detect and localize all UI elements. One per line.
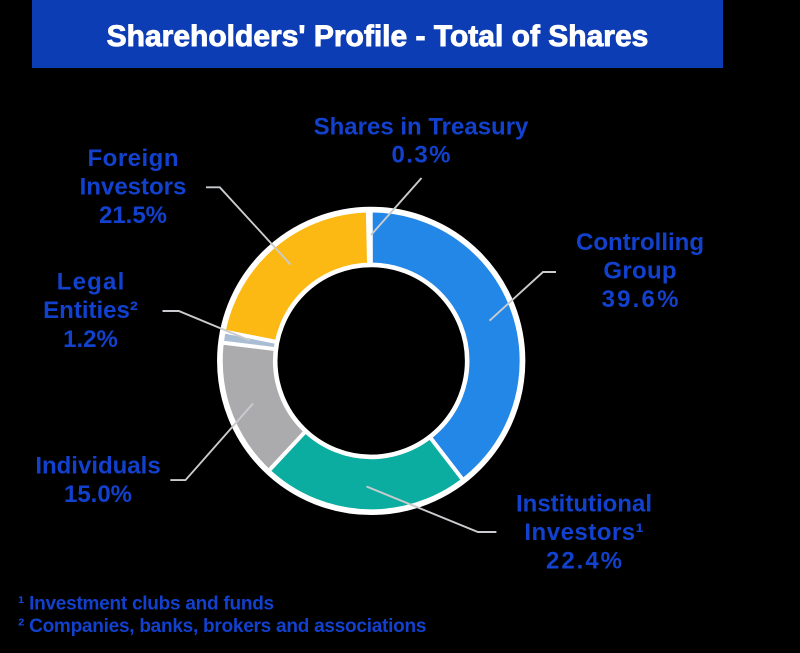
svg-text:Shares in Treasury: Shares in Treasury	[314, 114, 529, 141]
svg-text:22.4%: 22.4%	[546, 548, 624, 575]
svg-text:Individuals: Individuals	[35, 453, 160, 480]
svg-text:Legal: Legal	[57, 269, 126, 296]
svg-text:0.3%: 0.3%	[392, 142, 452, 169]
svg-text:Investors: Investors	[80, 174, 187, 201]
svg-text:Shareholders' Profile - Total: Shareholders' Profile - Total of Shares	[107, 20, 649, 53]
svg-text:Group: Group	[603, 258, 677, 285]
svg-text:1.2%: 1.2%	[63, 326, 118, 353]
svg-text:Institutional: Institutional	[516, 491, 652, 518]
svg-text:Controlling: Controlling	[576, 229, 704, 256]
svg-text:39.6%: 39.6%	[602, 286, 681, 313]
svg-text:Foreign: Foreign	[88, 145, 180, 172]
svg-text:² Companies, banks, brokers an: ² Companies, banks, brokers and associat…	[18, 616, 426, 637]
svg-text:Entities²: Entities²	[43, 297, 138, 324]
svg-text:21.5%: 21.5%	[99, 202, 167, 229]
svg-text:¹ Investment clubs and funds: ¹ Investment clubs and funds	[18, 594, 274, 615]
svg-text:15.0%: 15.0%	[64, 481, 132, 508]
svg-text:Investors¹: Investors¹	[524, 519, 644, 546]
